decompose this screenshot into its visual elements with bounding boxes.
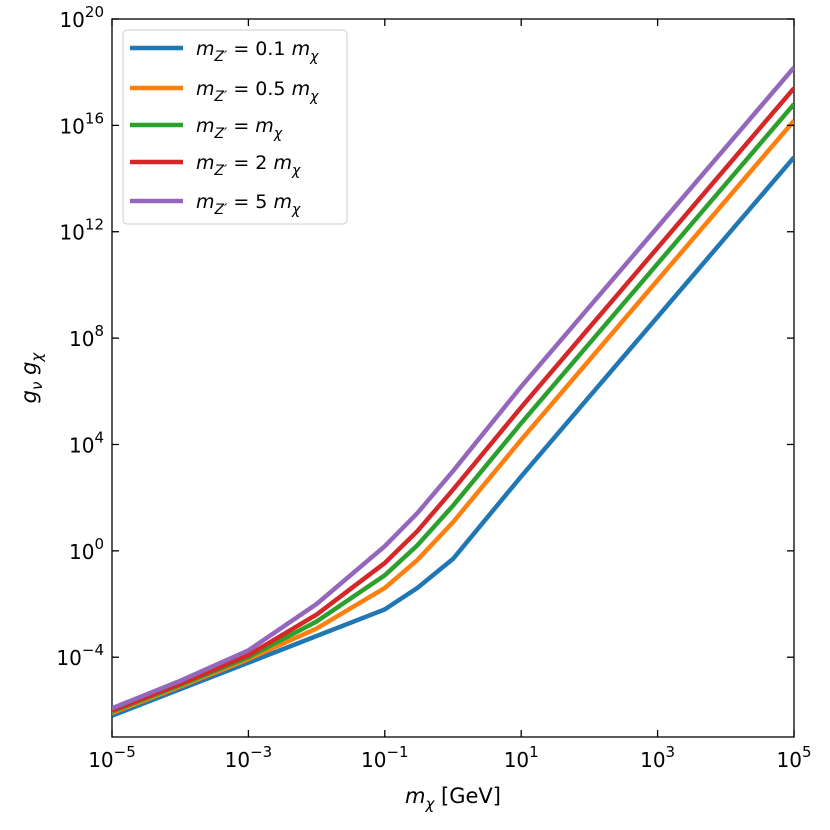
legend-label-0: mZ′ = 0.1 mχ	[196, 38, 319, 65]
x-axis-label: mχ [GeV]	[405, 784, 501, 813]
x-tick-label-2: 10−1	[361, 743, 409, 772]
y-tick-label-6: 1020	[59, 3, 104, 32]
y-tick-label-2: 104	[69, 428, 104, 457]
plot-area-border	[111, 18, 795, 738]
y-tick-label-0: 10−4	[56, 641, 104, 670]
x-tick-label-0: 10−5	[88, 743, 136, 772]
legend-label-1: mZ′ = 0.5 mχ	[196, 78, 319, 105]
legend-box	[122, 29, 348, 225]
legend-label-3: mZ′ = 2 mχ	[196, 152, 301, 179]
x-tick-label-5: 105	[777, 743, 812, 772]
legend-label-4: mZ′ = 5 mχ	[196, 191, 301, 218]
y-tick-label-1: 100	[69, 535, 104, 564]
y-tick-label-4: 1012	[59, 216, 104, 245]
series-line-3	[112, 86, 794, 713]
ticks-layer: 10−5 10−3 10−1 101 103 105 10−4 100 104 108 1012 10…	[56, 3, 811, 772]
series-line-4	[112, 66, 794, 711]
y-axis-label: gν gχ	[17, 352, 46, 404]
plot-frame	[111, 18, 795, 738]
legend: mZ′ = 0.1 mχ mZ′ = 0.5 mχ mZ′ = mχ mZ′ = 2 …	[122, 29, 348, 225]
x-tick-label-4: 103	[640, 743, 675, 772]
y-tick-label-3: 108	[69, 322, 104, 351]
legend-label-2: mZ′ = mχ	[196, 115, 283, 142]
axis-labels: mχ [GeV] gν gχ	[17, 352, 501, 813]
y-tick-label-5: 1016	[59, 109, 104, 138]
series-line-0	[112, 155, 794, 718]
series-layer	[112, 66, 794, 718]
x-tick-label-3: 101	[504, 743, 539, 772]
x-tick-label-1: 10−3	[225, 743, 273, 772]
